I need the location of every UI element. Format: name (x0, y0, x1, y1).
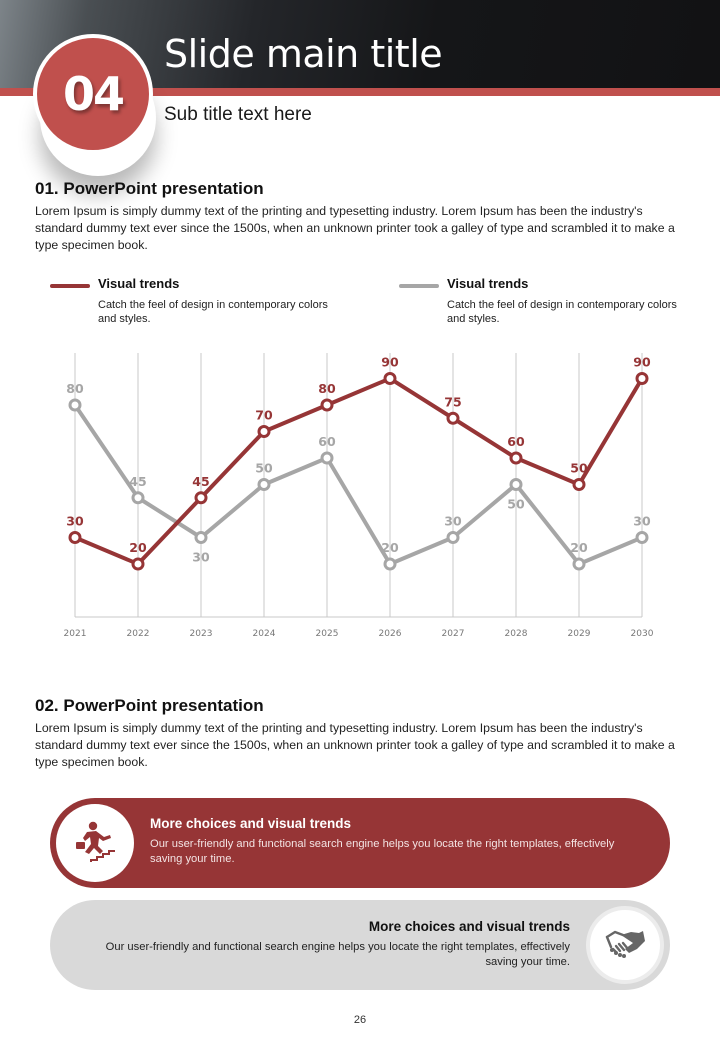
data-point-red (383, 372, 397, 385)
legend-gray-line-swatch (399, 284, 439, 288)
data-point-gray (635, 531, 649, 544)
x-tick-label: 2026 (379, 629, 402, 639)
data-label-gray: 60 (318, 434, 336, 449)
data-label-gray: 30 (192, 550, 210, 565)
line-chart: 2021 2022 2023 2024 2025 2026 2027 2028 2029 2030… (64, 353, 654, 639)
data-label-gray: 50 (507, 497, 525, 512)
x-tick-label: 2025 (316, 629, 339, 639)
data-point-red (131, 557, 145, 571)
data-label-gray: 50 (255, 461, 273, 476)
section-2-title: 02. PowerPoint presentation (35, 696, 264, 715)
card-title: More choices and visual trends (150, 816, 352, 831)
data-point-red (68, 531, 82, 544)
data-point-gray (572, 557, 586, 571)
businessman-climbing-stairs-icon (76, 821, 115, 862)
x-tick-label: 2023 (190, 629, 213, 639)
slide-subtitle: Sub title text here (164, 104, 312, 125)
section-number-badge: 04 (33, 34, 153, 154)
data-label-gray: 20 (570, 540, 588, 555)
data-point-gray (68, 398, 82, 412)
section-1-body: Lorem Ipsum is simply dummy text of the … (35, 204, 675, 252)
feature-card-red: More choices and visual trends Our user-… (50, 798, 670, 888)
data-label-red: 90 (381, 355, 399, 370)
section-1-title: 01. PowerPoint presentation (35, 179, 264, 198)
data-label-red: 70 (255, 408, 273, 423)
x-tick-label: 2022 (127, 629, 150, 639)
data-label-red: 30 (66, 514, 84, 529)
data-label-gray: 80 (66, 381, 84, 396)
header-accent-stripe (0, 88, 720, 96)
data-label-red: 50 (570, 461, 588, 476)
card-description: Our user-friendly and functional search … (105, 941, 570, 968)
icon-circle (586, 906, 664, 984)
x-tick-label: 2024 (253, 629, 276, 639)
legend-title: Visual trends (98, 276, 180, 291)
data-point-red (320, 398, 334, 412)
data-label-gray: 20 (381, 540, 399, 555)
legend-description: Catch the feel of design in contemporary… (447, 299, 677, 325)
page-number: 26 (353, 1014, 367, 1026)
data-label-red: 60 (507, 434, 525, 449)
legend-red-line-swatch (50, 284, 90, 288)
series-line-gray (73, 403, 643, 566)
x-tick-label: 2030 (631, 629, 654, 639)
card-description: Our user-friendly and functional search … (150, 838, 615, 865)
data-label-gray: 45 (129, 474, 146, 489)
slide-main-title: Slide main title (164, 32, 443, 76)
data-label-gray: 30 (444, 514, 462, 529)
data-point-gray (446, 531, 460, 544)
data-point-gray (383, 557, 397, 571)
data-point-red (572, 478, 586, 491)
data-point-gray (194, 531, 208, 544)
data-label-red: 45 (192, 474, 209, 489)
data-label-red: 20 (129, 540, 147, 555)
x-tick-label: 2028 (505, 629, 528, 639)
data-point-gray (509, 478, 523, 491)
feature-card-gray: More choices and visual trends Our user-… (50, 900, 670, 990)
legend-description: Catch the feel of design in contemporary… (98, 299, 328, 325)
data-point-red (509, 451, 523, 465)
section-2-body: Lorem Ipsum is simply dummy text of the … (35, 721, 675, 769)
data-point-gray (131, 491, 145, 505)
data-point-red (635, 372, 649, 385)
x-tick-label: 2027 (442, 629, 465, 639)
data-label-gray: 30 (633, 514, 651, 529)
data-point-gray (320, 451, 334, 465)
legend-title: Visual trends (447, 276, 529, 291)
series-line-red (74, 376, 644, 566)
icon-circle (56, 804, 134, 882)
data-point-red (194, 491, 208, 505)
data-point-red (446, 411, 460, 425)
data-point-gray (257, 478, 271, 491)
x-tick-label: 2029 (568, 629, 591, 639)
data-label-red: 90 (633, 355, 651, 370)
card-title: More choices and visual trends (368, 919, 570, 934)
badge-number: 04 (62, 67, 125, 121)
x-tick-label: 2021 (64, 629, 87, 639)
handshake-icon (605, 930, 645, 958)
data-point-red (257, 425, 271, 438)
data-label-red: 75 (444, 394, 461, 409)
data-label-red: 80 (318, 381, 336, 396)
